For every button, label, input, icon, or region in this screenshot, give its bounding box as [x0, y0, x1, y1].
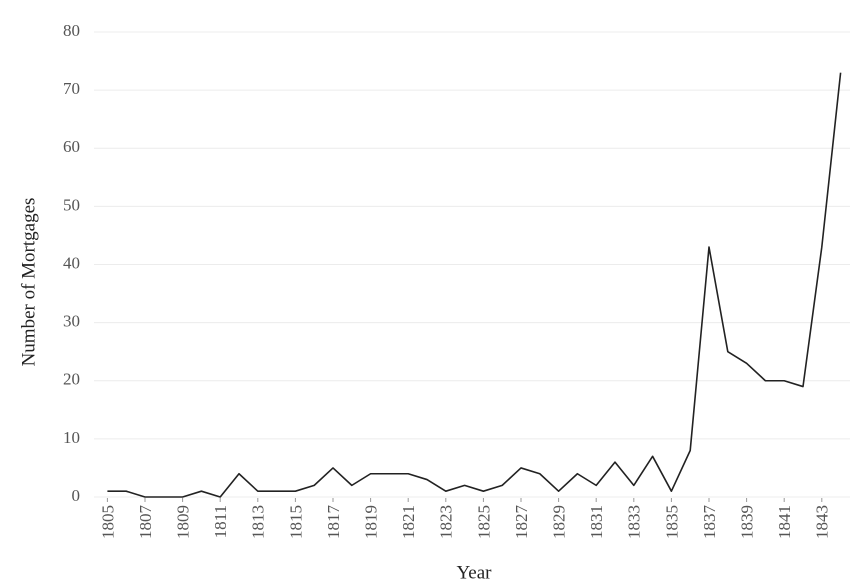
x-tick-label: 1835 [662, 505, 681, 539]
x-tick-label: 1839 [738, 505, 757, 539]
y-tick-label: 0 [72, 486, 81, 505]
x-tick-label: 1833 [625, 505, 644, 539]
x-tick-label: 1843 [813, 505, 832, 539]
y-tick-label: 40 [63, 253, 80, 272]
y-tick-label: 50 [63, 195, 80, 214]
x-tick-label: 1815 [286, 505, 305, 539]
x-tick-label: 1807 [136, 505, 155, 540]
x-tick-label: 1821 [399, 505, 418, 539]
x-tick-label: 1823 [437, 505, 456, 539]
y-tick-label: 60 [63, 137, 80, 156]
y-axis-title: Number of Mortgages [18, 198, 39, 367]
y-tick-label: 30 [63, 312, 80, 331]
y-tick-label: 70 [63, 79, 80, 98]
y-tick-label: 20 [63, 370, 80, 389]
x-tick-label: 1837 [700, 505, 719, 540]
x-tick-label: 1813 [249, 505, 268, 539]
x-tick-label: 1811 [211, 505, 230, 538]
x-tick-label: 1819 [362, 505, 381, 539]
x-tick-label: 1809 [174, 505, 193, 539]
x-tick-label: 1825 [474, 505, 493, 539]
x-tick-label: 1817 [324, 505, 343, 540]
y-tick-label: 80 [63, 21, 80, 40]
x-tick-label: 1829 [550, 505, 569, 539]
x-axis-title: Year [456, 562, 492, 583]
x-tick-label: 1841 [775, 505, 794, 539]
y-tick-label: 10 [63, 428, 80, 447]
x-tick-label: 1805 [98, 505, 117, 539]
x-tick-label: 1827 [512, 505, 531, 540]
line [107, 72, 842, 498]
x-tick-label: 1831 [587, 505, 606, 539]
